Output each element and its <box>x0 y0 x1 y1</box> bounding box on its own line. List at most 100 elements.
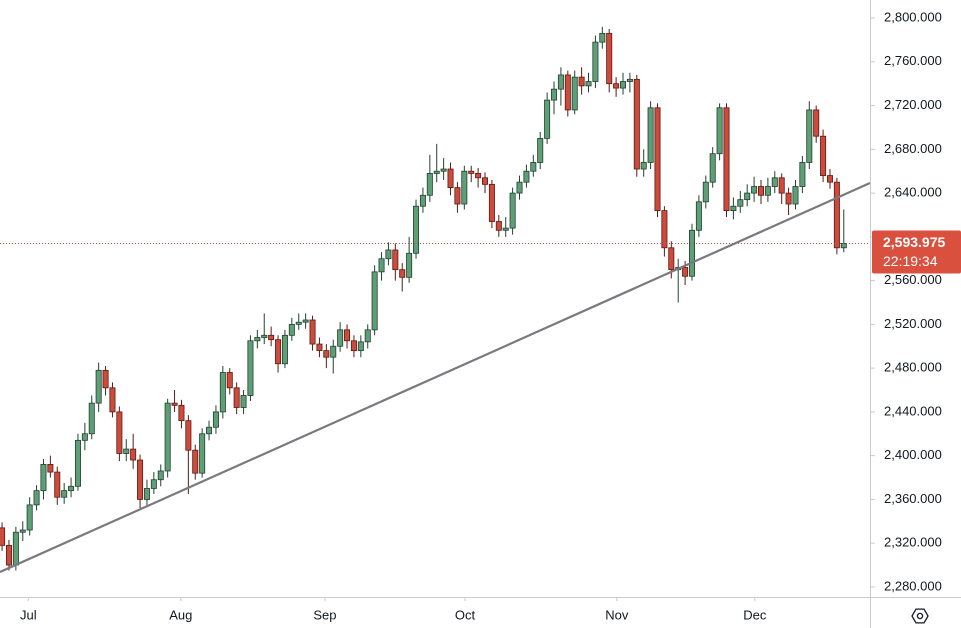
candle-body <box>613 83 620 89</box>
candle-body <box>626 78 633 82</box>
candle-body <box>737 199 744 207</box>
y-tick-label: 2,360.000 <box>884 491 942 506</box>
candle-body <box>751 186 758 194</box>
candle-body <box>288 323 295 336</box>
candle-body <box>668 247 675 271</box>
settings-center <box>916 612 924 620</box>
candle-body <box>40 464 47 492</box>
y-tick-label: 2,440.000 <box>884 403 942 418</box>
candle-body <box>123 448 130 454</box>
plot-area <box>0 26 847 571</box>
candle-body <box>744 192 751 201</box>
candle-body <box>54 471 61 498</box>
candle-body <box>426 173 433 196</box>
candle-body <box>357 341 364 352</box>
candle-body <box>730 205 737 211</box>
last-price-label: 2,593.975 <box>883 234 945 250</box>
x-tick-label: Sep <box>313 607 336 622</box>
candle-body <box>281 334 288 365</box>
candle-body <box>226 372 233 389</box>
y-tick-label: 2,520.000 <box>884 316 942 331</box>
candle-body <box>378 258 385 273</box>
candle-body <box>0 527 6 546</box>
candle-body <box>723 107 730 211</box>
candle-body <box>268 334 275 341</box>
candle-body <box>364 329 371 343</box>
candle-body <box>406 252 413 278</box>
candle-body <box>792 186 799 205</box>
candle-body <box>447 168 454 189</box>
candle-body <box>778 177 785 194</box>
countdown: 22:19:34 <box>883 253 938 269</box>
y-tick-label: 2,400.000 <box>884 447 942 462</box>
candle-body <box>820 135 827 176</box>
candle-body <box>302 319 309 323</box>
candle-body <box>178 404 185 422</box>
candle-body <box>551 88 558 101</box>
settings-icon[interactable] <box>911 608 929 624</box>
candle-body <box>716 107 723 155</box>
candle-body <box>833 181 840 249</box>
candle-body <box>413 205 420 254</box>
candle-body <box>192 449 199 474</box>
candle-body <box>688 229 695 277</box>
last-price-tag <box>872 230 961 274</box>
x-tick-label: Jul <box>20 607 37 622</box>
candle-body <box>102 369 109 389</box>
candle-body <box>240 395 247 408</box>
candle-body <box>571 76 578 111</box>
candle-body <box>295 321 302 325</box>
candle-body <box>47 464 54 473</box>
candle-body <box>337 329 344 347</box>
candle-body <box>33 490 40 506</box>
candle-body <box>640 162 647 170</box>
candle-body <box>578 76 585 87</box>
candle-body <box>137 459 144 500</box>
candle-body <box>702 181 709 203</box>
candle-body <box>785 192 792 205</box>
y-tick-label: 2,560.000 <box>884 272 942 287</box>
candle-body <box>26 504 33 531</box>
candle-body <box>557 74 564 90</box>
candle-body <box>495 221 502 231</box>
candle-body <box>344 329 351 342</box>
candle-body <box>185 420 192 451</box>
candle-body <box>620 81 627 89</box>
y-tick-label: 2,640.000 <box>884 185 942 200</box>
candle-body <box>709 153 716 183</box>
candle-body <box>530 162 537 172</box>
candle-body <box>771 177 778 187</box>
candle-body <box>247 340 254 396</box>
candle-body <box>468 170 475 174</box>
x-tick-label: Aug <box>169 607 192 622</box>
candle-body <box>840 243 847 249</box>
y-tick-label: 2,480.000 <box>884 360 942 375</box>
candle-body <box>509 192 516 229</box>
y-tick-label: 2,720.000 <box>884 97 942 112</box>
candle-body <box>157 470 164 481</box>
candle-body <box>661 210 668 249</box>
candle-body <box>206 426 213 435</box>
candle-body <box>647 107 654 163</box>
candle-body <box>330 345 337 358</box>
candle-body <box>171 402 178 406</box>
candle-body <box>199 433 206 474</box>
candle-body <box>433 170 440 174</box>
candle-body <box>150 479 157 489</box>
candle-body <box>392 249 399 271</box>
settings-hexagon <box>911 608 929 624</box>
candle-body <box>261 334 268 338</box>
candle-body <box>350 340 357 352</box>
y-tick-label: 2,680.000 <box>884 141 942 156</box>
candle-body <box>475 173 482 179</box>
x-tick-label: Dec <box>743 607 767 622</box>
candle-body <box>81 433 88 441</box>
y-tick-label: 2,320.000 <box>884 535 942 550</box>
candle-body <box>695 201 702 231</box>
candle-body <box>799 162 806 187</box>
candle-body <box>109 387 116 413</box>
candle-body <box>592 41 599 82</box>
candle-body <box>606 32 613 85</box>
candle-body <box>599 32 606 43</box>
